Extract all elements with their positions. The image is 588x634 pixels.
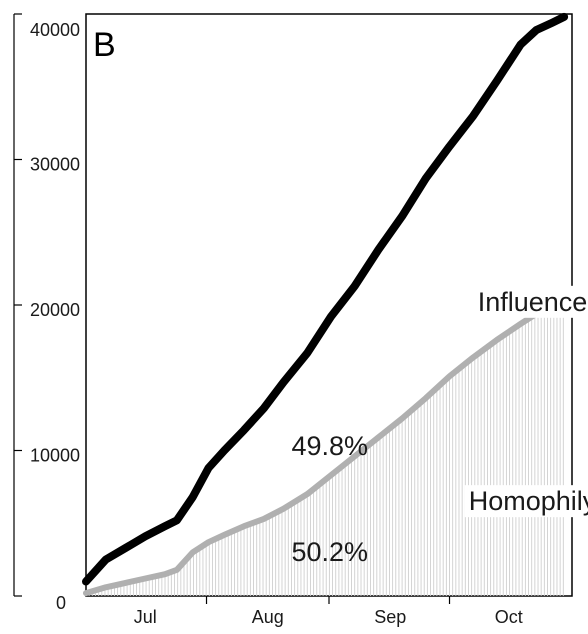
series-label-homophily: Homophily (469, 486, 588, 516)
y-tick-label: 30000 (30, 155, 80, 175)
annotation-label: 50.2% (291, 537, 368, 567)
panel-label: B (93, 26, 116, 64)
label-background (473, 285, 588, 318)
y-tick-label: 40000 (30, 20, 80, 40)
annotations: 49.8% 50.2% Influence Homophily (291, 285, 588, 567)
series-label-influence: Influence (478, 287, 588, 317)
x-tick-label: Oct (495, 607, 523, 627)
series-line-influence (82, 12, 569, 586)
x-tick-label: Sep (374, 607, 406, 627)
series-line-homophily (83, 300, 568, 597)
x-tick-label: Jul (134, 607, 157, 627)
homophily-area (85, 303, 564, 596)
y-tick-label: 10000 (30, 446, 80, 466)
y-tick-label: 0 (56, 593, 66, 613)
series-layer (82, 12, 569, 597)
y-tick-label: 20000 (30, 300, 80, 320)
label-background (464, 485, 588, 518)
annotation-label: 49.8% (291, 431, 368, 461)
y-axis: 0 10000 20000 30000 40000 (13, 13, 80, 613)
x-tick-label: Aug (252, 607, 284, 627)
x-axis: Jul Aug Sep Oct (134, 596, 523, 627)
